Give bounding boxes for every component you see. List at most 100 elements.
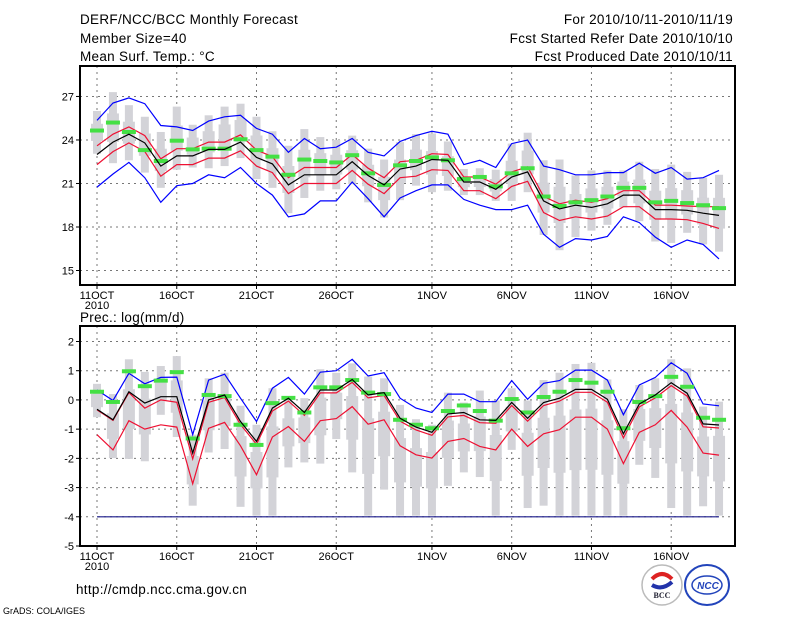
range-box (713, 435, 726, 482)
range-box (106, 413, 119, 439)
x-tick-label: 6NOV (497, 290, 528, 302)
range-box (266, 148, 279, 171)
x-tick-label: 21OCT (239, 290, 275, 302)
green-marker (137, 384, 152, 389)
green-marker (313, 158, 328, 163)
series-mean-line (96, 378, 720, 456)
range-box (505, 406, 518, 432)
green-marker (520, 166, 535, 171)
range-box (473, 416, 486, 452)
green-marker (456, 403, 471, 408)
green-marker (201, 392, 216, 397)
chart-title: DERF/NCC/BCC Monthly Forecast (80, 12, 298, 27)
green-marker (265, 154, 280, 159)
green-marker (185, 147, 200, 152)
green-marker (536, 394, 551, 399)
y-tick-label: -3 (64, 483, 74, 495)
green-marker (345, 153, 360, 158)
range-box (697, 197, 710, 225)
green-marker (584, 380, 599, 385)
bcc-logo-text: BCC (654, 591, 671, 600)
green-marker (664, 198, 679, 203)
bcc-logo: BCC (641, 564, 683, 606)
temp-panel-title: Mean Surf. Temp.: °C (80, 49, 215, 64)
green-marker (424, 426, 439, 431)
ncc-logo: NCC (684, 564, 730, 606)
series-max-line (96, 97, 720, 180)
green-marker (409, 158, 423, 163)
green-marker (329, 385, 344, 390)
green-marker (568, 200, 583, 205)
range-box (521, 432, 534, 476)
green-marker (712, 206, 727, 211)
green-marker (472, 174, 487, 179)
range-box (585, 408, 598, 470)
green-marker (137, 148, 152, 153)
green-marker (520, 410, 535, 415)
start-date: Fcst Started Refer Date 2010/10/10 (510, 31, 733, 46)
green-marker (568, 378, 583, 383)
green-marker (185, 436, 200, 441)
green-marker (632, 399, 647, 404)
y-tick-label: -2 (64, 453, 74, 465)
x-tick-label: 11NOV (574, 551, 610, 563)
member-size: Member Size=40 (80, 31, 187, 46)
green-marker (504, 171, 519, 176)
green-marker (488, 184, 503, 189)
green-marker (105, 120, 120, 125)
range-box (665, 188, 678, 220)
range-box (346, 396, 359, 440)
range-box (489, 435, 502, 482)
green-marker (680, 201, 695, 206)
range-box (330, 392, 343, 420)
green-marker (153, 378, 168, 383)
green-marker (536, 194, 551, 199)
range-box (122, 389, 135, 430)
y-tick-label: 1 (68, 366, 74, 378)
range-box (282, 166, 295, 193)
range-box (266, 426, 279, 478)
range-box (394, 438, 407, 483)
green-marker (648, 200, 663, 205)
green-marker (90, 389, 104, 394)
range-box (425, 452, 438, 489)
range-box (250, 452, 263, 489)
green-marker (249, 442, 264, 447)
website-url[interactable]: http://cmdp.ncc.cma.gov.cn (76, 582, 247, 597)
produced-date: Fcst Produced Date 2010/10/11 (535, 49, 733, 64)
range-box (154, 380, 167, 401)
range-box (649, 408, 662, 449)
range-box (697, 436, 710, 477)
series-upper-line (96, 381, 720, 462)
y-tick-label: -4 (64, 512, 74, 524)
green-marker (153, 158, 168, 163)
x-tick-label: 11NOV (574, 290, 610, 302)
range-box (553, 415, 566, 473)
green-marker (90, 128, 104, 133)
y-tick-label: 15 (62, 265, 74, 277)
green-marker (377, 392, 392, 397)
green-marker (121, 129, 136, 134)
range-box (441, 420, 454, 458)
plot-frame (79, 325, 736, 547)
x-tick-label: 16OCT (159, 551, 195, 563)
x-tick-label: 26OCT (319, 290, 355, 302)
green-marker (424, 155, 439, 160)
green-marker (616, 185, 631, 190)
green-marker (105, 399, 120, 404)
green-marker (712, 417, 727, 422)
green-marker (440, 409, 455, 414)
green-marker (584, 198, 599, 203)
range-box (314, 153, 327, 175)
green-marker (552, 203, 567, 208)
x-tick-label: 11OCT (80, 551, 115, 563)
green-marker (233, 422, 248, 427)
plot-frame (79, 65, 736, 286)
range-box (346, 150, 359, 170)
green-marker (472, 409, 487, 414)
green-marker (217, 146, 232, 151)
